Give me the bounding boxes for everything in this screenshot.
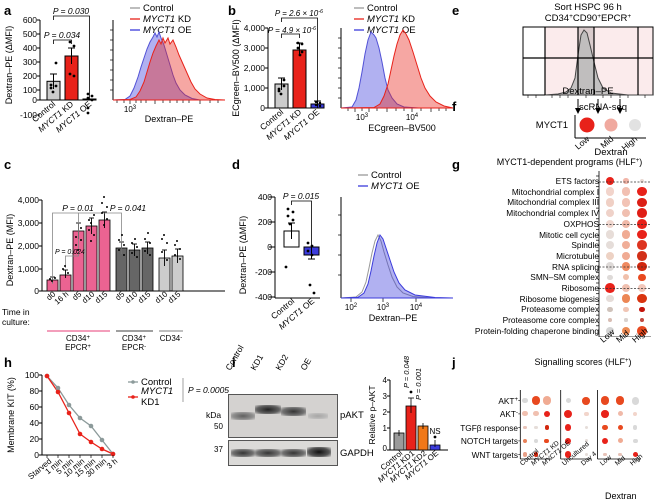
svg-text:60: 60: [30, 402, 40, 412]
svg-text:MYCT1 OE: MYCT1 OE: [143, 25, 192, 36]
svg-text:16 h: 16 h: [53, 290, 71, 307]
svg-text:CD34+: CD34+: [122, 334, 146, 343]
svg-text:1: 1: [383, 424, 388, 433]
svg-text:P = 0.024: P = 0.024: [55, 249, 85, 256]
svg-text:Control: Control: [371, 170, 402, 181]
svg-text:40: 40: [30, 418, 40, 428]
svg-text:1,000: 1,000: [244, 83, 266, 93]
svg-text:1,000: 1,000: [18, 264, 40, 274]
svg-text:3,000: 3,000: [244, 43, 266, 53]
svg-text:Low: Low: [573, 133, 592, 151]
svg-text:2,000: 2,000: [18, 241, 40, 251]
svg-text:104: 104: [406, 113, 419, 122]
svg-text:Control: Control: [367, 3, 398, 14]
svg-text:0: 0: [260, 103, 265, 113]
svg-text:3 h: 3 h: [105, 457, 119, 471]
svg-text:MYCT1 OE: MYCT1 OE: [367, 25, 416, 36]
svg-text:P = 0.015: P = 0.015: [283, 191, 320, 201]
svg-text:Relative p–AKT: Relative p–AKT: [368, 385, 377, 444]
svg-text:d15: d15: [136, 289, 152, 305]
svg-text:NS: NS: [429, 427, 440, 436]
svg-text:Dextran–PE (MFI): Dextran–PE (MFI): [5, 214, 15, 287]
svg-text:MYCT1: MYCT1: [536, 120, 568, 131]
svg-text:100: 100: [25, 370, 39, 380]
svg-text:3,000: 3,000: [18, 218, 40, 228]
svg-text:400: 400: [23, 43, 37, 53]
svg-text:ECgreen–BV500: ECgreen–BV500: [368, 123, 436, 133]
svg-text:0: 0: [34, 450, 39, 460]
svg-text:MYCT1 KD: MYCT1 KD: [143, 14, 191, 25]
svg-text:103: 103: [124, 105, 137, 114]
svg-text:2: 2: [383, 408, 388, 417]
svg-text:Dextran–PE: Dextran–PE: [369, 313, 418, 323]
svg-text:P = 0.048: P = 0.048: [402, 355, 411, 388]
svg-text:ECgreen–BV500 (ΔMFI): ECgreen–BV500 (ΔMFI): [231, 19, 241, 117]
svg-text:P = 0.030: P = 0.030: [53, 6, 90, 16]
svg-text:0: 0: [34, 286, 39, 296]
svg-text:80: 80: [30, 386, 40, 396]
svg-text:P = 2.6 × 10-6: P = 2.6 × 10-6: [275, 9, 324, 18]
svg-text:104: 104: [410, 303, 423, 312]
svg-text:MYCT1: MYCT1: [141, 386, 173, 397]
svg-text:20: 20: [30, 434, 40, 444]
svg-text:CD34+: CD34+: [66, 334, 90, 343]
svg-text:Membrane KIT (%): Membrane KIT (%): [6, 377, 16, 453]
svg-text:Control: Control: [143, 3, 174, 14]
svg-text:MYCT1 OE: MYCT1 OE: [371, 181, 420, 192]
svg-text:500: 500: [23, 29, 37, 39]
svg-text:0: 0: [383, 444, 388, 453]
svg-text:P = 0.034: P = 0.034: [44, 30, 81, 40]
svg-text:4: 4: [383, 376, 388, 385]
svg-text:d15: d15: [93, 289, 109, 305]
svg-text:100: 100: [23, 85, 37, 95]
svg-text:P = 0.01: P = 0.01: [62, 203, 94, 213]
svg-text:culture:: culture:: [2, 317, 30, 327]
svg-text:2,000: 2,000: [244, 63, 266, 73]
svg-text:4,000: 4,000: [244, 23, 266, 33]
svg-text:103: 103: [356, 113, 369, 122]
svg-text:3: 3: [383, 392, 388, 401]
svg-text:P = 4.9 × 10-6: P = 4.9 × 10-6: [268, 26, 317, 35]
svg-text:scRNA-seq: scRNA-seq: [579, 102, 627, 113]
svg-text:0: 0: [32, 95, 37, 105]
svg-text:300: 300: [23, 57, 37, 67]
svg-text:103: 103: [377, 303, 390, 312]
svg-text:Dextran–PE (ΔMFI): Dextran–PE (ΔMFI): [238, 216, 248, 295]
svg-text:Dextran–PE (ΔMFI): Dextran–PE (ΔMFI): [4, 26, 14, 105]
svg-text:Dextran–PE: Dextran–PE: [145, 114, 194, 124]
svg-text:Time in: Time in: [2, 307, 30, 317]
svg-text:d15: d15: [166, 289, 182, 305]
svg-text:200: 200: [23, 71, 37, 81]
svg-text:P = 0.041: P = 0.041: [110, 203, 147, 213]
svg-text:102: 102: [345, 303, 358, 312]
svg-text:KD1: KD1: [141, 397, 159, 408]
svg-text:4,000: 4,000: [18, 195, 40, 205]
svg-text:MYCT1 KD: MYCT1 KD: [367, 14, 415, 25]
svg-text:P = 0.001: P = 0.001: [414, 368, 423, 400]
svg-text:600: 600: [23, 15, 37, 25]
svg-text:CD34-: CD34-: [160, 334, 182, 343]
svg-text:P = 0.0005: P = 0.0005: [188, 385, 229, 395]
